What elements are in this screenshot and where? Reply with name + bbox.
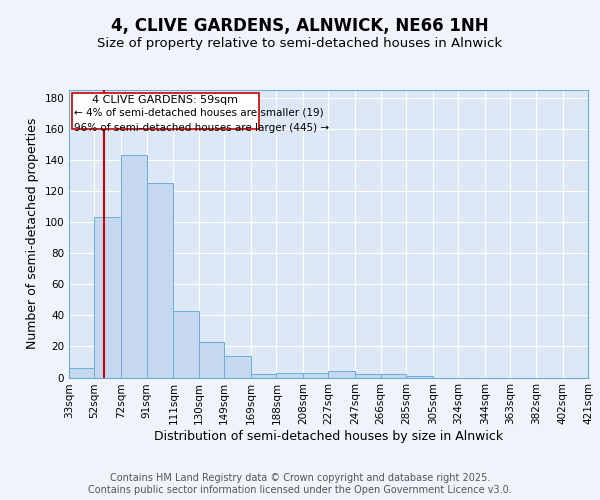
X-axis label: Distribution of semi-detached houses by size in Alnwick: Distribution of semi-detached houses by … (154, 430, 503, 443)
Bar (94, 218, 121, 378)
Bar (380, 374, 406, 378)
Bar (303, 373, 329, 378)
Text: Size of property relative to semi-detached houses in Alnwick: Size of property relative to semi-detach… (97, 38, 503, 51)
Text: 4 CLIVE GARDENS: 59sqm: 4 CLIVE GARDENS: 59sqm (92, 96, 238, 106)
FancyBboxPatch shape (71, 93, 259, 129)
Bar (199, 342, 224, 378)
Bar (329, 372, 355, 378)
Bar (121, 156, 146, 378)
Bar (173, 310, 199, 378)
Bar (355, 374, 380, 378)
Bar (224, 356, 251, 378)
Y-axis label: Number of semi-detached properties: Number of semi-detached properties (26, 118, 39, 350)
Text: ← 4% of semi-detached houses are smaller (19): ← 4% of semi-detached houses are smaller… (74, 107, 324, 117)
Bar (251, 374, 277, 378)
Bar (146, 183, 173, 378)
Bar (406, 376, 433, 378)
Bar (69, 368, 94, 378)
Bar (277, 373, 303, 378)
Text: Contains HM Land Registry data © Crown copyright and database right 2025.
Contai: Contains HM Land Registry data © Crown c… (88, 474, 512, 495)
Text: 4, CLIVE GARDENS, ALNWICK, NE66 1NH: 4, CLIVE GARDENS, ALNWICK, NE66 1NH (111, 18, 489, 36)
Text: 96% of semi-detached houses are larger (445) →: 96% of semi-detached houses are larger (… (74, 122, 329, 132)
